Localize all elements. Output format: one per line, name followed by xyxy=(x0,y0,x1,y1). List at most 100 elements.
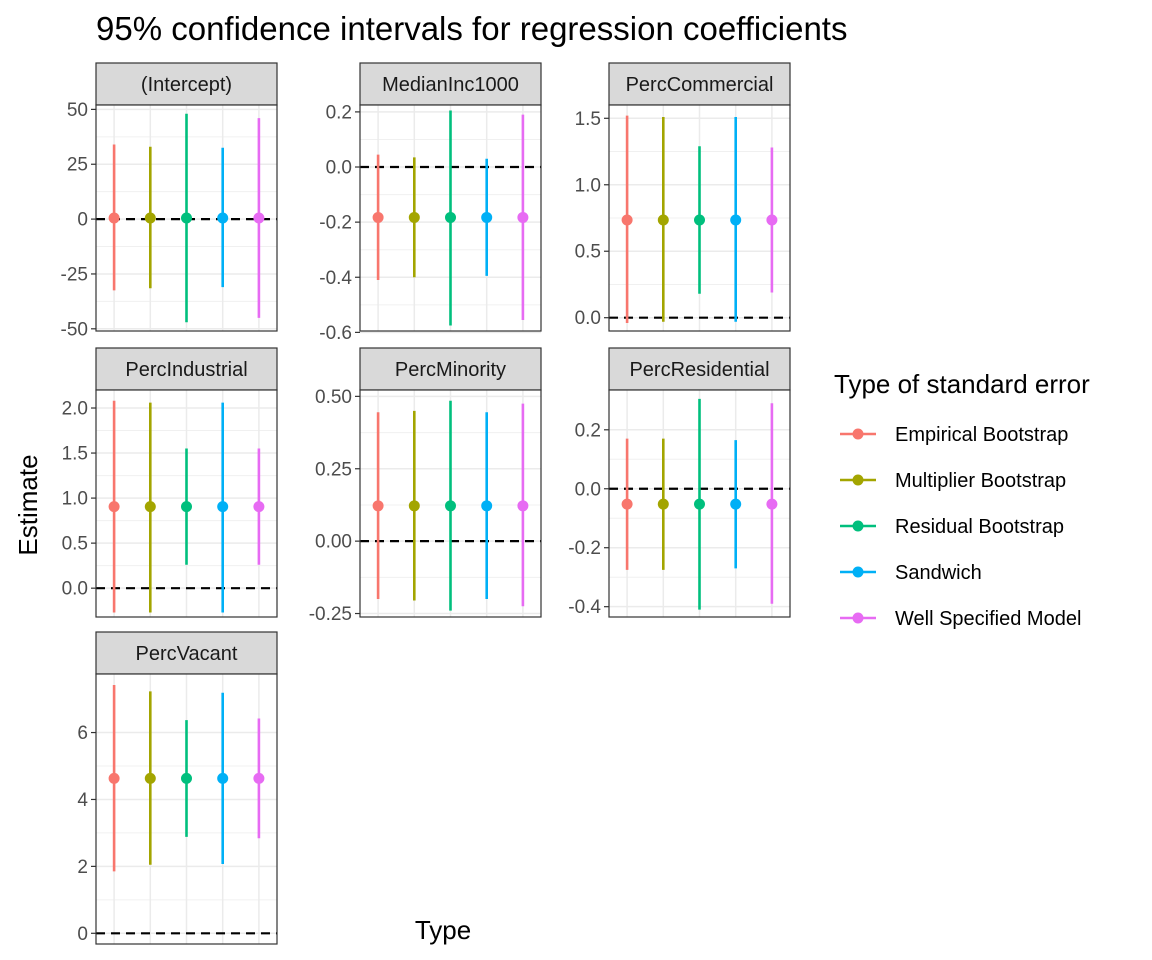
legend: Type of standard error Empirical Bootstr… xyxy=(834,369,1090,630)
facet-strip xyxy=(95,631,278,675)
panel-border xyxy=(608,104,791,332)
y-tick-label: 4 xyxy=(77,790,88,811)
estimate-point xyxy=(144,501,156,513)
estimate-point xyxy=(445,211,456,223)
panel-border xyxy=(95,673,278,945)
legend-label: Multiplier Bootstrap xyxy=(895,470,1066,492)
y-tick-label: 1.0 xyxy=(62,489,88,510)
y-tick-label: 0.2 xyxy=(326,102,352,123)
legend-item: Multiplier Bootstrap xyxy=(840,470,1066,492)
estimate-point xyxy=(372,211,384,223)
legend-key-point xyxy=(852,612,864,624)
legend-item: Residual Bootstrap xyxy=(840,516,1064,538)
panel-border xyxy=(359,104,542,332)
y-tick-label: 6 xyxy=(77,723,88,744)
y-tick-label: 0.5 xyxy=(575,242,601,263)
estimate-point xyxy=(445,500,456,512)
estimate-point xyxy=(766,214,778,226)
y-tick-label: 2 xyxy=(77,857,88,878)
estimate-point xyxy=(621,214,633,226)
facet-panels: (Intercept) -50 -25 0 25 50 MedianInc1000 -0.6 -… xyxy=(61,62,791,945)
facet-strip xyxy=(359,347,542,391)
y-tick-label: -0.6 xyxy=(319,323,352,344)
panel-border xyxy=(359,389,542,618)
y-tick-label: 0.5 xyxy=(62,534,88,555)
y-tick-label: 1.0 xyxy=(575,175,601,196)
estimate-point xyxy=(481,500,493,512)
facet-panel: PercIndustrial 0.0 0.5 1.0 1.5 2.0 xyxy=(62,347,278,618)
y-tick-label: -0.4 xyxy=(568,597,601,618)
y-tick-label: -50 xyxy=(61,319,88,340)
estimate-point xyxy=(108,212,120,224)
estimate-point xyxy=(408,500,420,512)
y-tick-label: 1.5 xyxy=(62,444,88,465)
legend-title: Type of standard error xyxy=(834,369,1090,399)
facet-strip-label: PercCommercial xyxy=(626,74,774,96)
estimate-point xyxy=(517,500,529,512)
y-tick-label: -0.25 xyxy=(309,604,352,625)
estimate-point xyxy=(730,498,742,510)
y-tick-label: 25 xyxy=(67,155,88,176)
facet-strip xyxy=(608,62,791,106)
y-tick-label: 0 xyxy=(77,924,88,945)
estimate-point xyxy=(517,211,529,223)
facet-panel: PercMinority -0.25 0.00 0.25 0.50 xyxy=(309,347,542,625)
legend-label: Residual Bootstrap xyxy=(895,516,1064,538)
x-axis-title: Type xyxy=(415,915,471,945)
legend-item: Empirical Bootstrap xyxy=(840,424,1068,446)
estimate-point xyxy=(408,211,420,223)
facet-strip-label: PercResidential xyxy=(629,359,769,381)
estimate-point xyxy=(694,498,705,510)
y-tick-label: -0.2 xyxy=(319,213,352,234)
facet-strip-label: PercMinority xyxy=(395,359,506,381)
estimate-point xyxy=(657,214,669,226)
estimate-point xyxy=(217,772,229,784)
estimate-point xyxy=(144,212,156,224)
estimate-point xyxy=(108,501,120,513)
y-tick-label: -0.4 xyxy=(319,268,352,289)
facet-panel: MedianInc1000 -0.6 -0.4 -0.2 0.0 0.2 xyxy=(319,62,542,344)
estimate-point xyxy=(621,498,633,510)
y-tick-label: 0.0 xyxy=(575,308,601,329)
facet-strip-label: PercVacant xyxy=(136,643,238,665)
estimate-point xyxy=(253,501,265,513)
y-axis-title: Estimate xyxy=(13,454,43,555)
y-tick-label: -0.2 xyxy=(568,538,601,559)
facet-panel: PercResidential -0.4 -0.2 0.0 0.2 xyxy=(568,347,791,618)
estimate-point xyxy=(694,214,705,226)
panel-border xyxy=(95,104,278,332)
y-tick-label: 2.0 xyxy=(62,399,88,420)
facet-strip-label: MedianInc1000 xyxy=(382,74,519,96)
legend-key-point xyxy=(852,520,864,532)
y-tick-label: 0.2 xyxy=(575,420,601,441)
y-tick-label: 0.00 xyxy=(315,532,352,553)
y-tick-label: 0.0 xyxy=(62,579,88,600)
y-tick-label: 0.50 xyxy=(315,387,352,408)
estimate-point xyxy=(181,772,192,784)
estimate-point xyxy=(657,498,669,510)
estimate-point xyxy=(217,501,229,513)
panel-border xyxy=(608,389,791,618)
legend-key-point xyxy=(852,566,864,578)
estimate-point xyxy=(217,212,229,224)
legend-label: Well Specified Model xyxy=(895,608,1081,630)
estimate-point xyxy=(730,214,742,226)
facet-panel: PercCommercial 0.0 0.5 1.0 1.5 xyxy=(575,62,791,332)
estimate-point xyxy=(253,212,265,224)
facet-strip xyxy=(608,347,791,391)
y-tick-label: 0.0 xyxy=(575,479,601,500)
y-tick-label: 0 xyxy=(77,210,88,231)
estimate-point xyxy=(181,212,192,224)
y-tick-label: 0.0 xyxy=(326,158,352,179)
estimate-point xyxy=(144,772,156,784)
legend-label: Empirical Bootstrap xyxy=(895,424,1068,446)
facet-strip-label: PercIndustrial xyxy=(125,359,247,381)
estimate-point xyxy=(766,498,778,510)
facet-strip xyxy=(95,62,278,106)
facet-panel: (Intercept) -50 -25 0 25 50 xyxy=(61,62,278,340)
estimate-point xyxy=(181,501,192,513)
chart-title: 95% confidence intervals for regression … xyxy=(96,10,847,47)
estimate-point xyxy=(108,772,120,784)
estimate-point xyxy=(481,211,493,223)
